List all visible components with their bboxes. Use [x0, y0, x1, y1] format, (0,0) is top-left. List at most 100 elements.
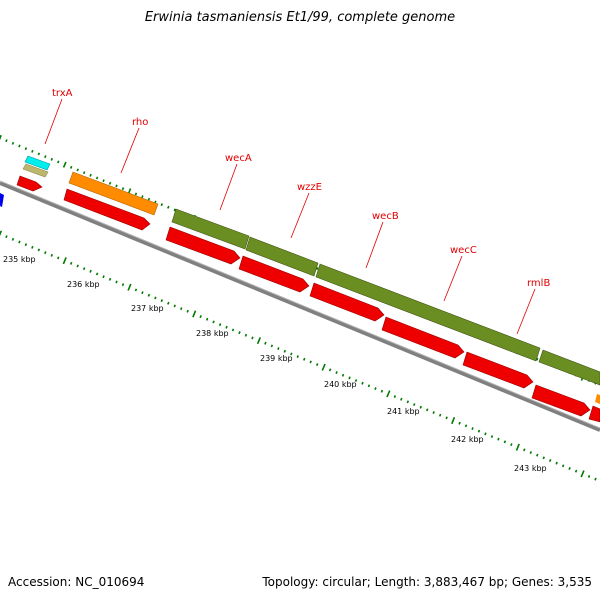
scale-label: 237 kbp — [131, 304, 164, 313]
minor-tick — [529, 451, 533, 455]
minor-tick — [587, 475, 591, 478]
minor-tick — [523, 448, 526, 452]
gene-label-wzzE[interactable]: wzzE — [297, 182, 322, 193]
rho-feature[interactable] — [68, 171, 159, 216]
genome-backbone-highlight — [0, 180, 600, 429]
minor-tick — [95, 272, 99, 276]
minor-tick — [102, 179, 105, 183]
minor-tick — [5, 139, 8, 143]
minor-tick — [134, 192, 138, 196]
minor-tick — [76, 168, 79, 172]
minor-tick — [141, 291, 144, 295]
rmlB-feature[interactable] — [538, 349, 600, 386]
scale-labels: 235 kbp 236 kbp 237 kbp 238 kbp 239 kbp … — [3, 255, 547, 473]
minor-tick — [115, 280, 118, 284]
minor-tick — [212, 320, 215, 324]
cds-arrow[interactable] — [309, 282, 385, 322]
minor-tick — [335, 371, 338, 375]
gene-label-wecA[interactable]: wecA — [225, 153, 252, 164]
gene-label-trxA[interactable]: trxA — [52, 88, 73, 99]
cyan-feature[interactable] — [24, 155, 51, 171]
gene-label-wecC[interactable]: wecC — [450, 245, 477, 256]
minor-tick — [497, 437, 500, 441]
scale-label: 236 kbp — [67, 280, 100, 289]
minor-tick — [108, 181, 112, 185]
gene-label-rho[interactable]: rho — [132, 117, 148, 128]
minor-tick — [464, 424, 468, 428]
minor-tick — [147, 197, 151, 201]
minor-tick — [89, 173, 92, 177]
minor-tick — [458, 421, 461, 425]
minor-tick — [11, 237, 15, 241]
orange-end-feature[interactable] — [595, 394, 600, 404]
minor-tick — [354, 379, 358, 383]
minor-tick — [44, 155, 47, 159]
cds-arrow[interactable] — [238, 255, 310, 293]
minor-tick — [244, 333, 248, 337]
wecA-feature[interactable] — [171, 208, 250, 250]
minor-tick — [425, 408, 429, 412]
scale-label: 240 kbp — [324, 380, 357, 389]
minor-tick — [57, 160, 60, 164]
cds-arrow[interactable] — [16, 175, 43, 192]
major-tick — [321, 363, 326, 371]
blue-feature[interactable] — [0, 193, 4, 207]
minor-tick — [141, 195, 144, 199]
accession-label: Accession: NC_010694 — [8, 575, 145, 589]
cds-arrow[interactable] — [462, 351, 534, 389]
minor-tick — [270, 344, 274, 348]
minor-tick — [432, 411, 435, 415]
tan-feature[interactable] — [22, 163, 49, 178]
major-tick — [580, 470, 585, 478]
scale-label: 243 kbp — [514, 464, 547, 473]
minor-tick — [102, 275, 105, 279]
minor-tick — [419, 405, 422, 409]
minor-tick — [154, 296, 157, 300]
minor-tick — [315, 363, 319, 367]
minor-tick — [11, 141, 15, 145]
cds-track — [0, 175, 600, 423]
minor-tick — [167, 205, 170, 209]
minor-tick — [536, 453, 539, 457]
feature-track — [22, 155, 600, 404]
cds-arrow[interactable] — [381, 316, 465, 359]
minor-tick — [115, 184, 118, 188]
major-tick — [386, 390, 391, 398]
minor-tick — [309, 360, 312, 364]
minor-tick — [328, 368, 332, 372]
cds-arrow[interactable] — [63, 188, 151, 231]
minor-tick — [44, 251, 47, 255]
minor-tick — [548, 458, 552, 463]
minor-tick — [251, 336, 254, 340]
minor-tick — [160, 299, 164, 303]
cds-arrow[interactable] — [588, 405, 600, 423]
wzzE-feature[interactable] — [245, 236, 319, 277]
scale-label: 238 kbp — [196, 329, 229, 338]
minor-tick — [173, 304, 176, 308]
minor-tick — [380, 389, 384, 393]
minor-tick — [31, 149, 34, 153]
scale-label: 242 kbp — [451, 435, 484, 444]
minor-tick — [503, 440, 507, 444]
minor-tick — [490, 435, 494, 438]
scale-label: 239 kbp — [260, 354, 293, 363]
minor-tick — [50, 157, 54, 161]
minor-tick — [484, 432, 487, 436]
minor-tick — [37, 248, 41, 252]
minor-tick — [82, 267, 86, 271]
gene-leader-lines — [44, 98, 536, 335]
minor-tick — [231, 328, 235, 332]
major-tick — [127, 283, 132, 291]
wecB-feature[interactable] — [315, 263, 541, 362]
gene-label-wecB[interactable]: wecB — [372, 211, 399, 222]
cds-arrow[interactable] — [165, 226, 241, 265]
minor-tick — [134, 288, 138, 292]
minor-tick — [264, 341, 267, 345]
minor-tick — [199, 315, 202, 319]
cds-arrow[interactable] — [531, 384, 591, 417]
minor-tick — [574, 469, 578, 473]
minor-tick — [167, 301, 170, 305]
gene-label-rmlB[interactable]: rmlB — [527, 278, 550, 289]
minor-tick — [471, 427, 474, 430]
